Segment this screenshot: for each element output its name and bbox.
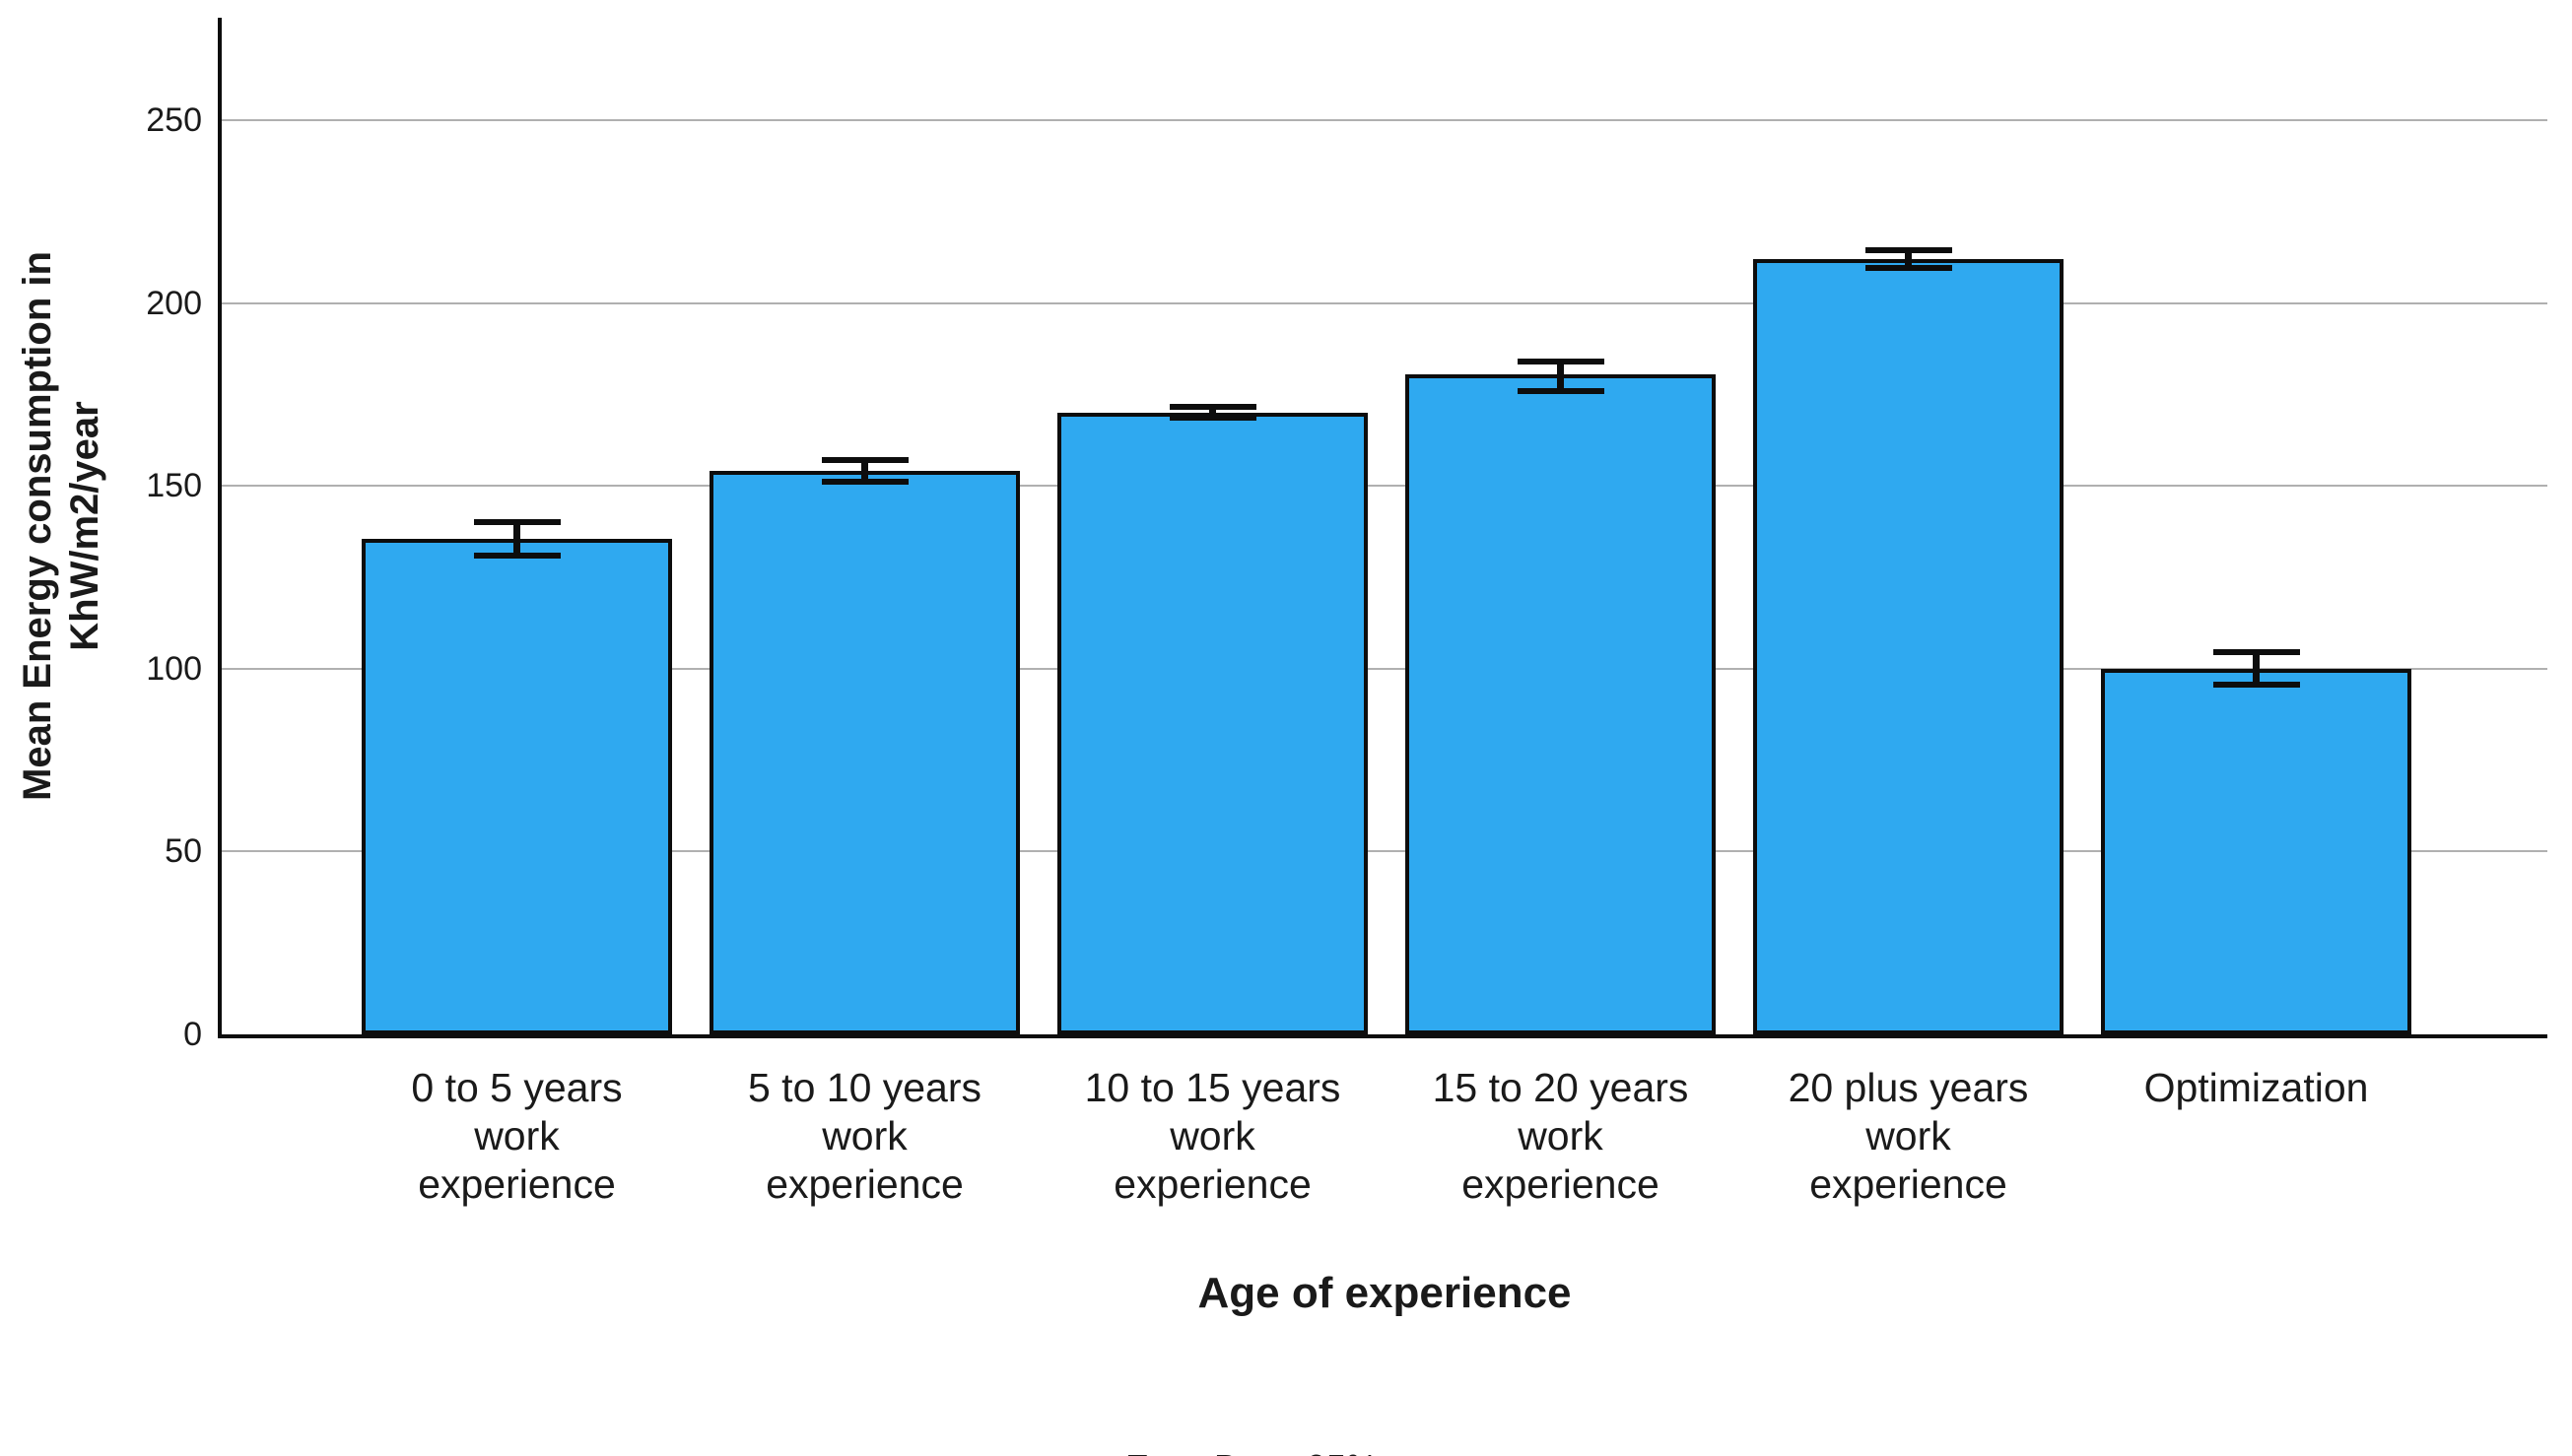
error-bar-cap	[821, 457, 909, 464]
error-bar-whisker	[2253, 652, 2260, 686]
y-axis-line	[218, 18, 222, 1038]
error-bar-whisker	[1905, 249, 1912, 269]
plot-area	[218, 18, 2547, 1038]
error-bar-cap	[2212, 649, 2300, 656]
x-category-label: Optimization	[2143, 1065, 2369, 1110]
y-tick-label: 150	[146, 467, 202, 505]
error-bar-cap	[1517, 387, 1604, 394]
bar	[1057, 412, 1368, 1034]
error-bar-cap	[821, 479, 909, 486]
error-bar-cap	[1517, 358, 1604, 364]
gridline	[222, 667, 2547, 670]
x-category-label: 0 to 5 years work experience	[411, 1065, 623, 1207]
gridline	[222, 850, 2547, 853]
error-bar-whisker	[1209, 407, 1216, 419]
x-axis-title: Age of experience	[1197, 1269, 1572, 1317]
bar	[710, 471, 1020, 1034]
bar	[2101, 668, 2411, 1034]
gridline	[222, 118, 2547, 121]
bar	[362, 538, 672, 1034]
error-bar-cap	[473, 552, 561, 559]
x-category-label: 20 plus years work experience	[1788, 1065, 2029, 1207]
bar	[1405, 373, 1716, 1034]
y-tick-label: 100	[146, 649, 202, 688]
error-bar-cap	[1864, 246, 1952, 253]
error-bar-whisker	[861, 460, 868, 483]
chart-footnotes: Error Bars: 95% Error Bars: +/– 2 SD	[1125, 1352, 1455, 1456]
error-bar-whisker	[1557, 361, 1564, 391]
x-category-label: 15 to 20 years work experience	[1432, 1065, 1689, 1207]
x-category-label: 10 to 15 years work experience	[1084, 1065, 1341, 1207]
x-category-label: 5 to 10 years work experience	[747, 1065, 982, 1207]
error-bar-cap	[1169, 404, 1256, 411]
error-bar-cap	[473, 519, 561, 526]
y-tick-label: 0	[183, 1016, 202, 1053]
y-tick-label: 50	[165, 832, 202, 871]
error-bar-cap	[2212, 682, 2300, 689]
error-bar-whisker	[513, 522, 520, 556]
y-tick-label: 200	[146, 284, 202, 322]
gridline	[222, 301, 2547, 304]
footnote-error-bars-ci: Error Bars: 95%	[1125, 1444, 1455, 1456]
error-bar-cap	[1864, 265, 1952, 272]
gridline	[222, 485, 2547, 488]
y-tick-label: 250	[146, 100, 202, 139]
bar	[1753, 259, 2064, 1034]
error-bar-cap	[1169, 415, 1256, 422]
